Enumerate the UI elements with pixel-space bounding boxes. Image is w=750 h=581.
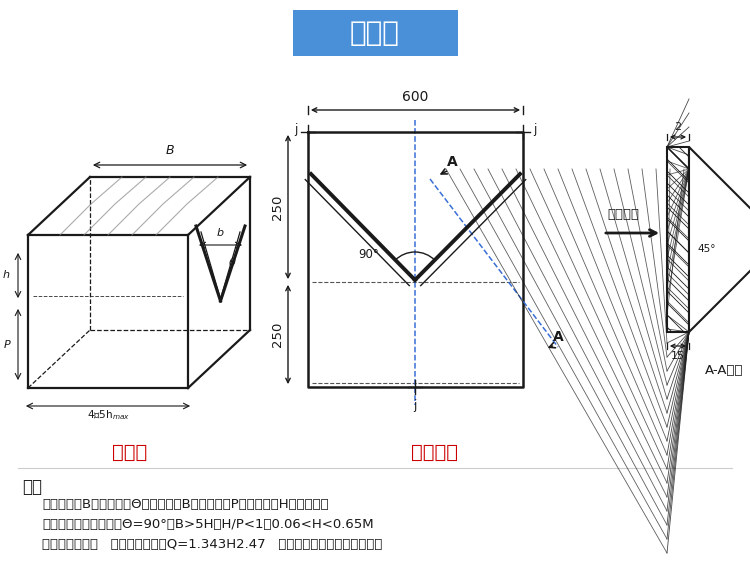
Bar [667, 147, 689, 332]
Text: 堰槽修建及使用条件：Θ=90°，B>5H，H/P<1，0.06<H<0.65M: 堰槽修建及使用条件：Θ=90°，B>5H，H/P<1，0.06<H<0.65M [42, 518, 374, 531]
Text: j: j [533, 124, 536, 137]
Text: 横截面图: 横截面图 [412, 443, 458, 462]
Text: 立面图: 立面图 [112, 443, 148, 462]
Polygon shape [689, 147, 750, 332]
Text: 250: 250 [271, 322, 284, 347]
Text: 水流方向: 水流方向 [607, 209, 639, 221]
Text: 符号说明：B为堰口宽，Θ为堰口角，B为渠道宽，P为堰底高，H为实测水头: 符号说明：B为堰口宽，Θ为堰口角，B为渠道宽，P为堰底高，H为实测水头 [42, 498, 328, 511]
Text: 说明: 说明 [22, 478, 42, 496]
Text: 三角堰: 三角堰 [350, 19, 400, 47]
Text: b: b [217, 228, 224, 238]
Text: B: B [166, 144, 174, 157]
Text: j: j [413, 399, 417, 412]
Text: h: h [3, 271, 10, 281]
Text: 250: 250 [271, 194, 284, 220]
Bar [293, 10, 458, 56]
Text: A: A [553, 330, 564, 344]
Text: A: A [447, 155, 458, 169]
Text: P: P [3, 339, 10, 350]
Text: 600: 600 [402, 90, 429, 104]
Text: j: j [295, 124, 298, 137]
Text: A-A侧面: A-A侧面 [705, 364, 743, 377]
Text: 90°: 90° [358, 248, 379, 260]
Text: 45°: 45° [697, 245, 715, 254]
Text: 2: 2 [674, 122, 682, 132]
Text: 4～5h$_{max}$: 4～5h$_{max}$ [86, 408, 130, 422]
Text: θ: θ [229, 259, 236, 268]
Text: 图二为建议尺寸   流量计算公式：Q=1.343H2.47   选择流量槽型为三角堰即可。: 图二为建议尺寸 流量计算公式：Q=1.343H2.47 选择流量槽型为三角堰即可… [42, 538, 382, 551]
Text: 15: 15 [671, 351, 685, 361]
